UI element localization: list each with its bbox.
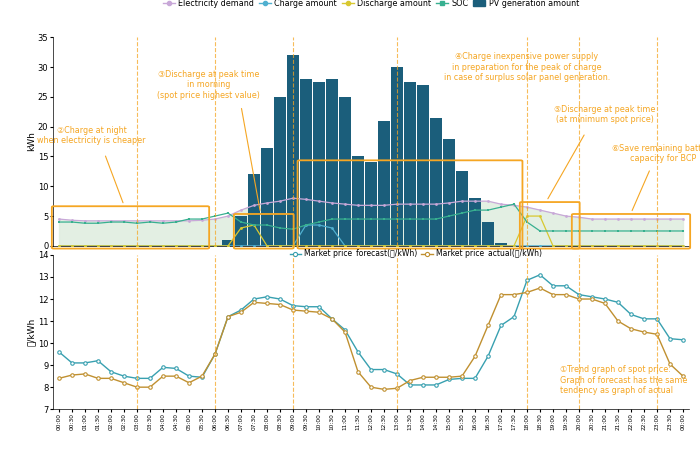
Bar: [456, 172, 468, 246]
Legend: Market price  forecast(円/kWh), Market price  actual(円/kWh): Market price forecast(円/kWh), Market pri…: [286, 246, 545, 261]
Bar: [430, 118, 442, 246]
Bar: [496, 243, 507, 246]
Bar: [391, 67, 402, 246]
Bar: [235, 216, 246, 246]
Bar: [365, 162, 377, 246]
Bar: [248, 174, 260, 246]
Bar: [300, 79, 312, 246]
Bar: [482, 222, 493, 246]
Y-axis label: kWh: kWh: [27, 132, 36, 152]
Bar: [314, 82, 325, 246]
Bar: [470, 198, 480, 246]
Text: ⑥Save remaining battery
capacity for BCP: ⑥Save remaining battery capacity for BCP: [612, 144, 700, 163]
Bar: [262, 147, 272, 246]
Text: ①Trend graph of spot price:
Graph of forecast has the same
tendency as graph of : ①Trend graph of spot price: Graph of for…: [559, 365, 687, 395]
Text: ②Charge at night
when electricity is cheaper: ②Charge at night when electricity is che…: [37, 126, 146, 145]
Y-axis label: 円/kWh: 円/kWh: [27, 318, 36, 346]
Bar: [353, 156, 363, 246]
Bar: [326, 79, 337, 246]
Bar: [288, 55, 298, 246]
Bar: [379, 121, 389, 246]
Bar: [274, 97, 286, 246]
Bar: [340, 97, 351, 246]
Text: ④Charge inexpensive power supply
in preparation for the peak of charge
in case o: ④Charge inexpensive power supply in prep…: [444, 52, 610, 82]
Text: ⑤Discharge at peak time
(at minimum spot price): ⑤Discharge at peak time (at minimum spot…: [554, 105, 656, 125]
Text: ③Discharge at peak time
in morning
(spot price highest value): ③Discharge at peak time in morning (spot…: [157, 70, 260, 100]
Legend: Electricity demand, Charge amount, Discharge amount, SOC, PV generation amount: Electricity demand, Charge amount, Disch…: [160, 0, 582, 11]
Bar: [223, 240, 234, 246]
Bar: [417, 85, 428, 246]
Bar: [405, 82, 416, 246]
Bar: [444, 139, 454, 246]
